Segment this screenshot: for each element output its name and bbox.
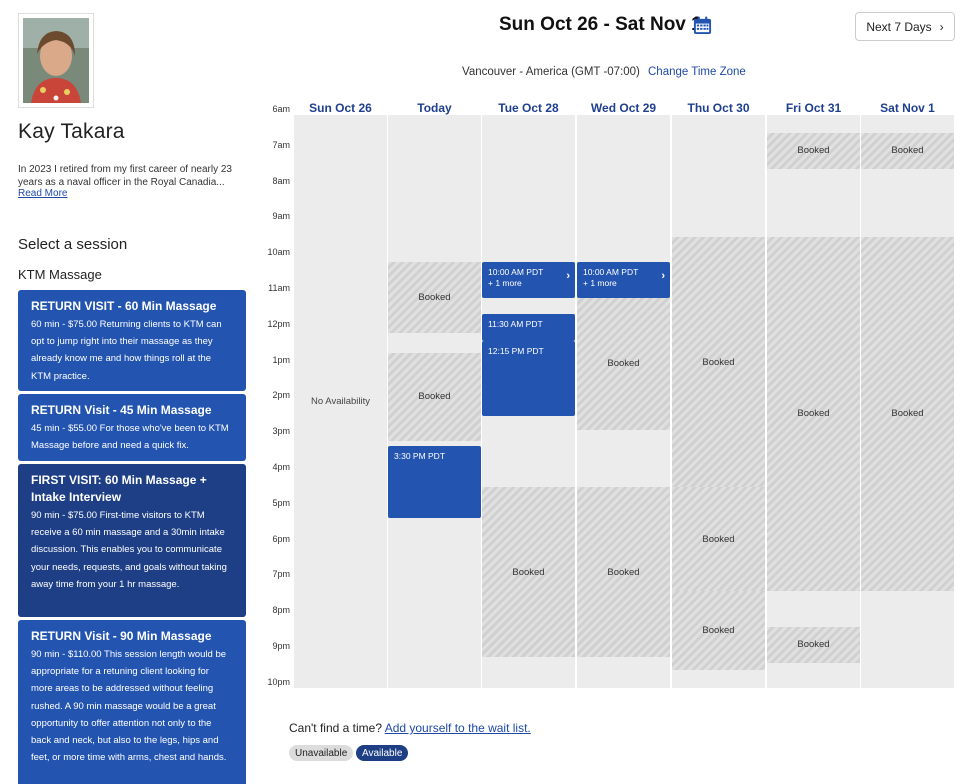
provider-sidebar: Kay Takara In 2023 I retired from my fir… bbox=[0, 0, 260, 784]
day-header: Sun Oct 26 bbox=[309, 101, 372, 115]
wait-list-link[interactable]: Add yourself to the wait list. bbox=[384, 721, 531, 735]
day-header: Thu Oct 30 bbox=[687, 101, 750, 115]
timezone-label: Vancouver - America (GMT -07:00) bbox=[462, 66, 640, 78]
booked-block: Booked bbox=[577, 487, 670, 658]
slot-time: 3:30 PM PDT bbox=[394, 451, 446, 462]
hour-label: 1pm bbox=[272, 354, 290, 365]
next-7-days-label: Next 7 Days bbox=[866, 19, 932, 34]
hour-label: 6pm bbox=[272, 533, 290, 544]
cant-find-text: Can't find a time? bbox=[289, 721, 383, 735]
legend-unavailable: Unavailable bbox=[289, 745, 354, 761]
day-header: Today bbox=[417, 101, 452, 115]
provider-photo bbox=[23, 18, 89, 103]
hour-label: 10am bbox=[267, 247, 290, 258]
hour-label: 8pm bbox=[272, 605, 290, 616]
booked-block: Booked bbox=[767, 236, 860, 592]
session-title: RETURN Visit - 45 Min Massage bbox=[31, 403, 212, 417]
booked-block: Booked bbox=[767, 626, 860, 663]
hour-label: 9pm bbox=[272, 641, 290, 651]
hour-label: 5pm bbox=[272, 497, 290, 508]
hour-label: 6am bbox=[272, 104, 290, 114]
time-slot[interactable]: 3:30 PM PDT bbox=[388, 446, 481, 518]
day-header: Tue Oct 28 bbox=[498, 101, 559, 115]
no-availability: No Availability bbox=[311, 395, 370, 407]
day-header: Wed Oct 29 bbox=[590, 101, 657, 115]
change-timezone-link[interactable]: Change Time Zone bbox=[648, 66, 746, 78]
hour-label: 4pm bbox=[272, 462, 290, 472]
session-title: FIRST VISIT: 60 Min Massage + Intake Int… bbox=[31, 473, 207, 504]
booked-block: Booked bbox=[672, 487, 765, 592]
session-description: 90 min - $110.00 This session length wou… bbox=[31, 649, 227, 764]
slot-more: + 1 more bbox=[583, 277, 617, 288]
booked-block: Booked bbox=[861, 132, 954, 169]
day-column bbox=[294, 115, 387, 688]
slot-time: 10:00 AM PDT bbox=[583, 266, 639, 277]
select-session-heading: Select a session bbox=[18, 236, 128, 253]
slot-time: 10:00 AM PDT bbox=[488, 266, 544, 277]
hour-label: 11am bbox=[268, 283, 290, 293]
session-card-return-60[interactable]: RETURN VISIT - 60 Min Massage 60 min - $… bbox=[18, 290, 246, 391]
slot-time: 12:15 PM PDT bbox=[488, 345, 544, 356]
booked-block: Booked bbox=[672, 591, 765, 670]
booked-block: Booked bbox=[861, 236, 954, 592]
avatar bbox=[18, 13, 94, 108]
booked-block: Booked bbox=[767, 132, 860, 169]
time-slot[interactable]: 10:00 AM PDT + 1 more › bbox=[482, 261, 575, 298]
session-card-first-visit[interactable]: FIRST VISIT: 60 Min Massage + Intake Int… bbox=[18, 464, 246, 617]
hour-label: 7am bbox=[272, 139, 290, 150]
day-header: Fri Oct 31 bbox=[785, 101, 842, 115]
provider-bio: In 2023 I retired from my first career o… bbox=[18, 164, 232, 188]
hour-label: 7pm bbox=[272, 569, 290, 580]
booked-block: Booked bbox=[672, 236, 765, 488]
legend-available: Available bbox=[356, 745, 409, 761]
hour-label: 8am bbox=[272, 175, 290, 186]
read-more-link[interactable]: Read More bbox=[18, 188, 68, 199]
day-header: Sat Nov 1 bbox=[880, 101, 935, 115]
time-slot[interactable]: 12:15 PM PDT bbox=[482, 340, 575, 416]
booked-block: Booked bbox=[577, 297, 670, 431]
hour-label: 3pm bbox=[272, 426, 290, 437]
hour-label: 12pm bbox=[267, 318, 290, 329]
provider-name: Kay Takara bbox=[18, 120, 125, 143]
wait-list-row: Can't find a time? Add yourself to the w… bbox=[289, 721, 531, 735]
chevron-right-icon: › bbox=[939, 19, 944, 34]
chevron-right-icon: › bbox=[566, 269, 570, 282]
hour-label: 10pm bbox=[267, 676, 290, 687]
session-title: RETURN VISIT - 60 Min Massage bbox=[31, 299, 217, 313]
slot-time: 11:30 AM PDT bbox=[488, 318, 543, 329]
time-slot[interactable]: 10:00 AM PDT + 1 more › bbox=[577, 261, 670, 298]
session-title: RETURN Visit - 90 Min Massage bbox=[31, 629, 212, 643]
booked-block: Booked bbox=[482, 487, 575, 658]
next-7-days-button[interactable]: Next 7 Days › bbox=[855, 12, 955, 41]
slot-more: + 1 more bbox=[488, 277, 522, 288]
session-card-return-45[interactable]: RETURN Visit - 45 Min Massage 45 min - $… bbox=[18, 394, 246, 461]
session-card-return-90[interactable]: RETURN Visit - 90 Min Massage 90 min - $… bbox=[18, 620, 246, 784]
time-slot[interactable]: 11:30 AM PDT bbox=[482, 313, 575, 341]
chevron-right-icon: › bbox=[661, 269, 665, 282]
hour-label: 2pm bbox=[272, 390, 290, 401]
date-range-title: Sun Oct 26 - Sat Nov 1 bbox=[499, 14, 702, 35]
session-description: 60 min - $75.00 Returning clients to KTM… bbox=[31, 319, 222, 382]
calendar-icon[interactable] bbox=[693, 16, 712, 35]
booked-block: Booked bbox=[388, 353, 481, 441]
hour-label: 9am bbox=[272, 211, 290, 222]
category-heading: KTM Massage bbox=[18, 267, 102, 282]
session-description: 45 min - $55.00 For those who've been to… bbox=[31, 423, 229, 452]
session-description: 90 min - $75.00 First-time visitors to K… bbox=[31, 510, 227, 590]
booked-block: Booked bbox=[388, 261, 481, 334]
